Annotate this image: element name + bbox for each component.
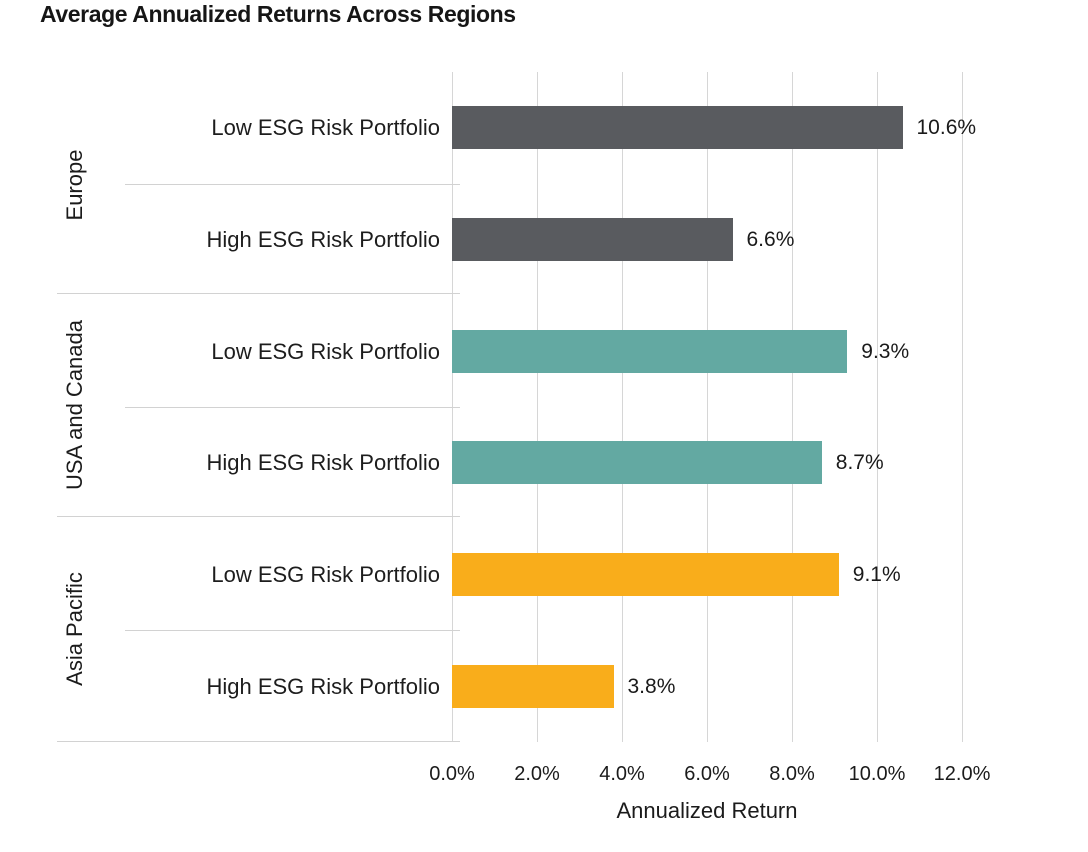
category-label: High ESG Risk Portfolio — [206, 674, 440, 699]
category-label: Low ESG Risk Portfolio — [211, 115, 440, 140]
gridline-4pct — [622, 72, 623, 742]
value-label: 3.8% — [627, 675, 676, 698]
gridline-6pct — [707, 72, 708, 742]
x-tick-label: 8.0% — [769, 763, 815, 785]
region-label-usa-canada: USA and Canada — [62, 319, 87, 491]
bar-usa-canada-low-esg — [452, 330, 848, 373]
category-label: Low ESG Risk Portfolio — [211, 562, 440, 587]
region-label-europe: Europe — [62, 149, 87, 221]
x-tick-label: 12.0% — [933, 763, 991, 785]
bar-asia-pacific-high-esg — [452, 665, 614, 708]
gridline-12pct — [962, 72, 963, 742]
bar-europe-high-esg — [452, 218, 733, 261]
value-label: 8.7% — [835, 451, 884, 474]
value-label: 9.3% — [861, 340, 910, 363]
x-tick-label: 4.0% — [599, 763, 645, 785]
bar-usa-canada-high-esg — [452, 441, 822, 484]
chart-title: Average Annualized Returns Across Region… — [40, 1, 516, 27]
row-separator — [125, 184, 460, 185]
facet-separator — [57, 741, 460, 742]
x-tick-label: 0.0% — [429, 763, 475, 785]
gridline-10pct — [877, 72, 878, 742]
gridline-8pct — [792, 72, 793, 742]
category-label: High ESG Risk Portfolio — [206, 450, 440, 475]
row-separator — [125, 630, 460, 631]
gridline-2pct — [537, 72, 538, 742]
value-label: 10.6% — [916, 116, 977, 139]
category-label: High ESG Risk Portfolio — [206, 227, 440, 252]
facet-separator — [57, 516, 460, 517]
region-label-asia-pacific: Asia Pacific — [62, 572, 87, 686]
x-tick-label: 10.0% — [848, 763, 906, 785]
category-label: Low ESG Risk Portfolio — [211, 339, 440, 364]
x-axis-title: Annualized Return — [616, 798, 798, 823]
bar-asia-pacific-low-esg — [452, 553, 839, 596]
row-separator — [125, 407, 460, 408]
x-tick-label: 6.0% — [684, 763, 730, 785]
x-tick-label: 2.0% — [514, 763, 560, 785]
facet-separator — [57, 293, 460, 294]
value-label: 9.1% — [852, 563, 901, 586]
bar-europe-low-esg — [452, 106, 903, 149]
value-label: 6.6% — [746, 228, 795, 251]
